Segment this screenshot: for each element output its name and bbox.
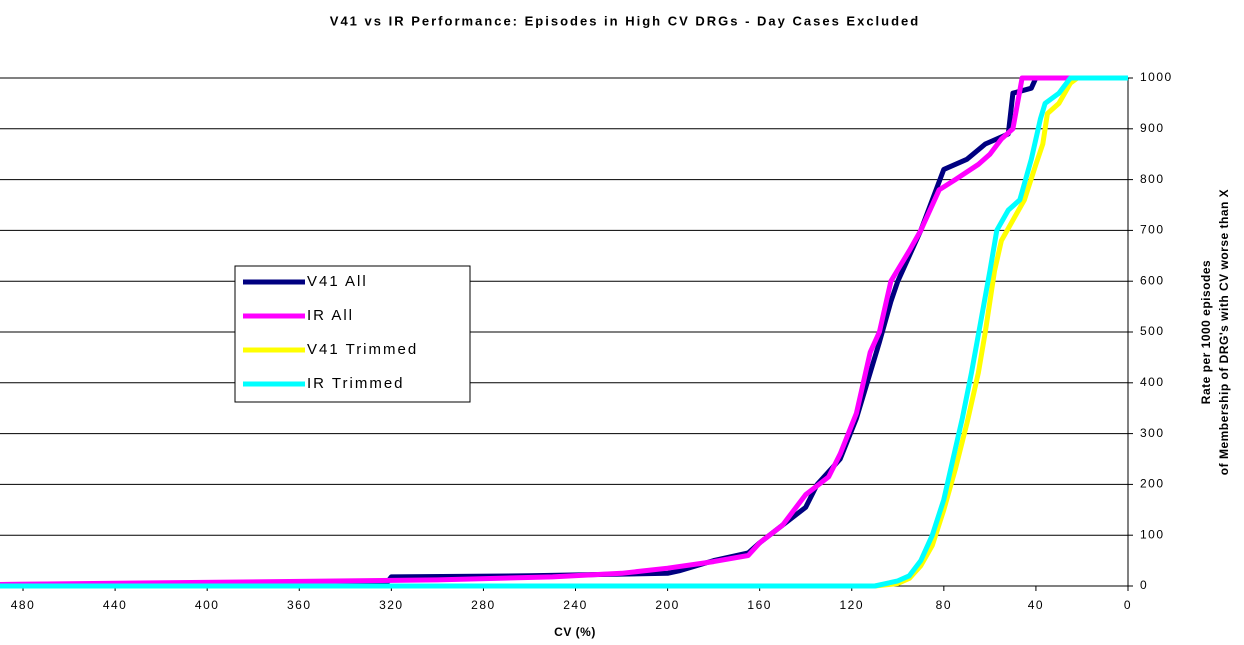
y-tick-label: 800 <box>1140 172 1165 186</box>
x-tick-label: 360 <box>287 598 312 612</box>
y-tick-label: 600 <box>1140 273 1165 287</box>
series-line <box>0 75 1128 589</box>
y-tick-label: 400 <box>1140 375 1165 389</box>
x-tick-label: 200 <box>655 598 680 612</box>
chart-title: V41 vs IR Performance: Episodes in High … <box>330 13 920 28</box>
y-tick-label: 1000 <box>1140 70 1173 84</box>
legend-label: IR Trimmed <box>307 375 405 392</box>
y-tick-label: 0 <box>1140 578 1148 592</box>
x-tick-label: 240 <box>563 598 588 612</box>
x-tick-label: 80 <box>936 598 952 612</box>
y-tick-label: 100 <box>1140 527 1165 541</box>
x-tick-label: 320 <box>379 598 404 612</box>
y-tick-label: 200 <box>1140 477 1165 491</box>
y-tick-label: 900 <box>1140 121 1165 135</box>
y-tick-label: 300 <box>1140 426 1165 440</box>
legend-label: V41 All <box>307 273 368 290</box>
x-tick-label: 400 <box>195 598 220 612</box>
x-tick-label: 440 <box>103 598 128 612</box>
y-axis-title: of Membership of DRG's with CV worse tha… <box>1217 189 1231 475</box>
legend-label: IR All <box>307 307 354 324</box>
x-tick-label: 120 <box>839 598 864 612</box>
legend-box <box>234 265 471 403</box>
y-axis-title: Rate per 1000 episodes <box>1199 260 1213 404</box>
x-tick-label: 160 <box>747 598 772 612</box>
legend-label: V41 Trimmed <box>307 341 418 358</box>
series-line <box>0 75 1128 587</box>
x-tick-label: 480 <box>11 598 36 612</box>
x-tick-label: 0 <box>1124 598 1132 612</box>
x-tick-label: 280 <box>471 598 496 612</box>
y-tick-label: 500 <box>1140 324 1165 338</box>
x-axis-title: CV (%) <box>554 625 596 639</box>
x-tick-label: 40 <box>1028 598 1044 612</box>
y-tick-label: 700 <box>1140 223 1165 237</box>
series-line <box>0 75 1128 587</box>
